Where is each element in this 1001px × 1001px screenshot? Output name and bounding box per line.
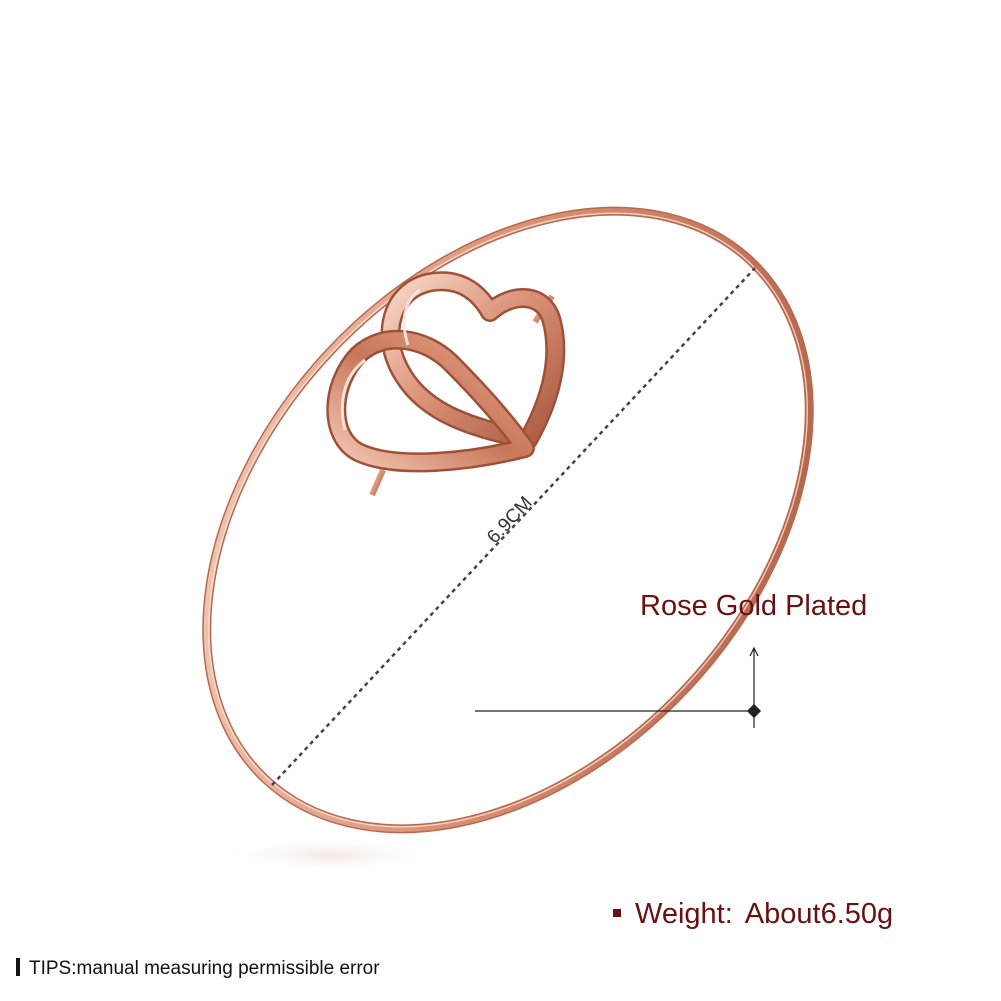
material-callout-line [475,646,762,728]
bangle [202,206,814,834]
material-label: Rose Gold Plated [640,590,868,622]
bullet-icon [613,909,621,918]
bangle-shadow [220,837,440,873]
tips-note: TIPS:manual measuring permissible error [16,957,380,980]
weight-info: Weight: About6.50g [613,898,893,931]
tips-text: TIPS:manual measuring permissible error [29,958,380,979]
diameter-label: 6.9CM [483,493,537,548]
heart-clasp [326,271,566,497]
weight-label: Weight: [635,898,733,930]
weight-value: About6.50g [744,898,894,930]
tips-bar-icon [16,957,20,976]
